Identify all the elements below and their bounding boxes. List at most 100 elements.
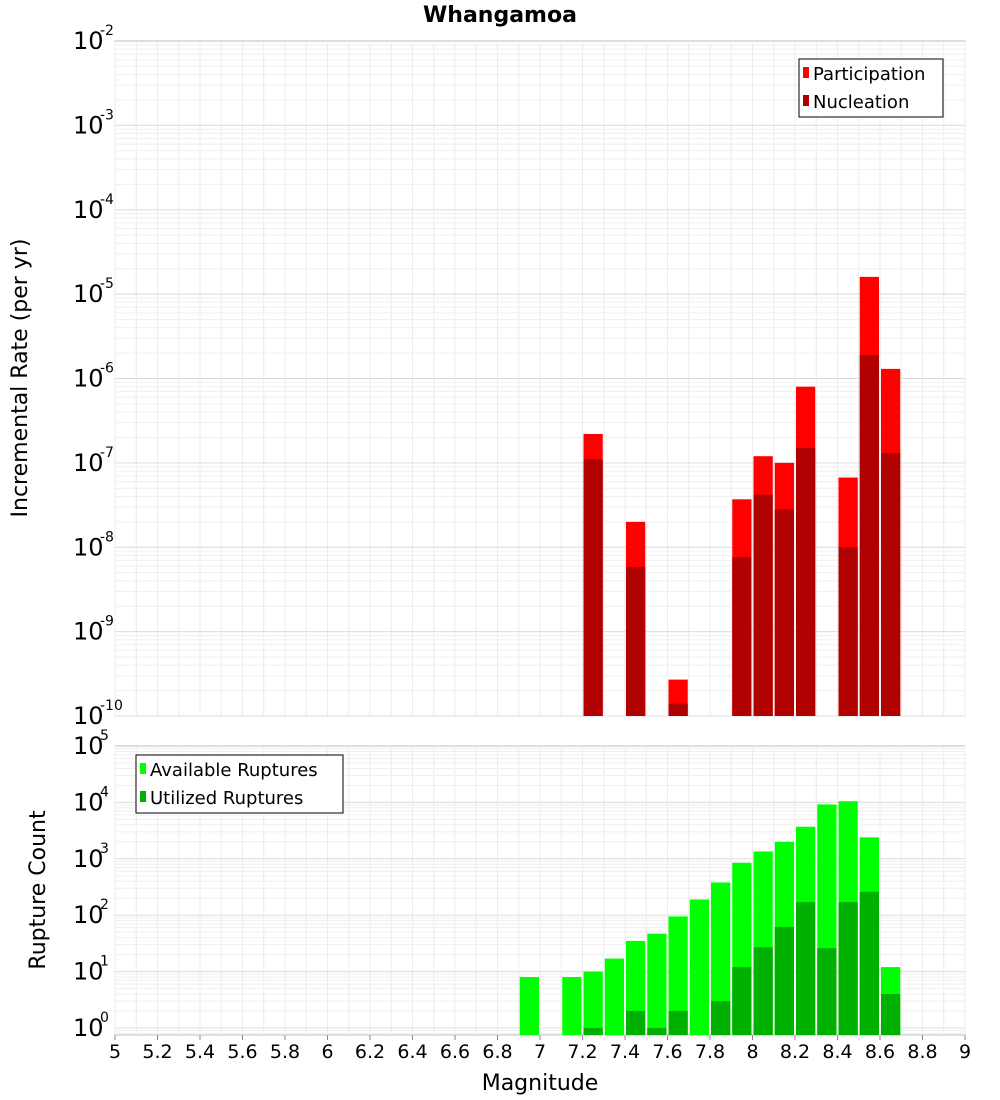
top-y-tick-label: 10	[73, 533, 104, 561]
bottom-bar-utilized-ruptures	[626, 1010, 646, 1035]
bottom-bar-available-ruptures	[711, 882, 731, 1035]
x-tick-label: 8.2	[780, 1041, 810, 1063]
nucleation-legend-swatch	[803, 95, 809, 106]
top-bars	[583, 276, 901, 716]
bottom-bar-utilized-ruptures	[753, 947, 773, 1035]
bottom-legend-box	[135, 754, 344, 814]
bottom-y-tick-exponent: 0	[100, 1010, 109, 1026]
bottom-bar-utilized-ruptures	[817, 948, 837, 1035]
top-bar-nucleation	[774, 509, 794, 716]
top-bar-nucleation	[626, 567, 646, 716]
bottom-bar-utilized-ruptures	[838, 902, 858, 1035]
top-y-tick-exponent: -2	[100, 23, 114, 39]
top-y-tick-exponent: -8	[100, 529, 114, 545]
x-tick-label: 6.6	[440, 1041, 470, 1063]
x-tick-label: 5	[109, 1041, 121, 1063]
top-legend-box	[798, 58, 944, 118]
bottom-bar-available-ruptures	[647, 933, 667, 1035]
bottom-y-tick-exponent: 4	[100, 784, 109, 800]
x-tick-label: 7	[534, 1041, 546, 1063]
x-tick-label: 6	[321, 1041, 333, 1063]
bottom-y-tick-exponent: 2	[100, 897, 109, 913]
bottom-bar-utilized-ruptures	[668, 1010, 688, 1035]
top-y-tick-exponent: -6	[100, 361, 114, 377]
top-y-axis-title: Incremental Rate (per yr)	[8, 239, 33, 518]
top-grid	[114, 41, 966, 717]
top-bar-nucleation	[881, 453, 901, 716]
top-bar-nucleation	[859, 354, 879, 716]
top-y-tick-label: 10	[73, 196, 104, 224]
bottom-bar-utilized-ruptures	[583, 1027, 603, 1035]
bottom-y-tick-label: 10	[73, 901, 104, 929]
bottom-legend: Available Ruptures Utilized Ruptures	[135, 754, 344, 814]
top-y-tick-label: 10	[73, 449, 104, 477]
x-tick-label: 6.2	[355, 1041, 385, 1063]
x-tick-label: 9	[959, 1041, 971, 1063]
x-tick-label: 5.8	[270, 1041, 300, 1063]
bottom-y-tick-label: 10	[73, 788, 104, 816]
top-y-tick-label: 10	[73, 27, 104, 55]
bottom-bars	[519, 801, 901, 1035]
bottom-bar-utilized-ruptures	[859, 891, 879, 1035]
x-tick-label: 5.6	[227, 1041, 257, 1063]
x-tick-label: 7.8	[695, 1041, 725, 1063]
bottom-y-tick-label: 10	[73, 1014, 104, 1042]
x-tick-label: 7.6	[652, 1041, 682, 1063]
bottom-bar-available-ruptures	[668, 916, 688, 1035]
top-y-tick-label: 10	[73, 280, 104, 308]
x-ticks: 5 5.2 5.4 5.6 5.8 6 6.2 6.4 6.6 6.8 7 7.2 7.4 7.6 7.8 8…	[109, 1035, 971, 1063]
bottom-bar-utilized-ruptures	[711, 1001, 731, 1035]
x-tick-label: 8.6	[865, 1041, 895, 1063]
available-ruptures-legend-label: Available Ruptures	[150, 760, 318, 781]
bottom-y-tick-exponent: 5	[100, 728, 109, 744]
bottom-y-tick-exponent: 1	[100, 954, 109, 970]
top-y-tick-exponent: -7	[100, 445, 114, 461]
bottom-y-tick-label: 10	[73, 845, 104, 873]
x-tick-label: 6.8	[482, 1041, 512, 1063]
bottom-bar-available-ruptures	[689, 899, 709, 1035]
top-y-tick-exponent: -10	[100, 698, 123, 714]
top-bar-nucleation	[796, 448, 816, 716]
nucleation-legend-label: Nucleation	[813, 92, 909, 113]
bottom-bar-available-ruptures	[604, 958, 624, 1035]
bottom-bar-utilized-ruptures	[881, 994, 901, 1035]
bottom-bar-available-ruptures	[583, 971, 603, 1035]
top-bar-nucleation	[838, 547, 858, 716]
chart-title: Whangamoa	[423, 3, 577, 28]
x-tick-label: 6.4	[397, 1041, 427, 1063]
x-tick-label: 7.2	[567, 1041, 597, 1063]
top-y-tick-exponent: -3	[100, 107, 114, 123]
top-y-tick-exponent: -9	[100, 614, 114, 630]
top-y-tick-label: 10	[73, 111, 104, 139]
bottom-bar-utilized-ruptures	[732, 967, 752, 1035]
bottom-bar-available-ruptures	[562, 977, 582, 1035]
participation-legend-swatch	[803, 67, 809, 78]
bottom-y-tick-label: 10	[73, 958, 104, 986]
top-y-tick-label: 10	[73, 365, 104, 393]
bottom-y-tick-exponent: 3	[100, 841, 109, 857]
utilized-ruptures-legend-label: Utilized Ruptures	[150, 788, 303, 809]
top-bar-nucleation	[583, 459, 603, 716]
x-tick-label: 8.4	[822, 1041, 852, 1063]
x-tick-label: 8	[746, 1041, 758, 1063]
available-ruptures-legend-swatch	[140, 763, 146, 774]
bottom-bar-utilized-ruptures	[796, 902, 816, 1035]
x-tick-label: 5.4	[185, 1041, 215, 1063]
top-y-tick-exponent: -4	[100, 192, 114, 208]
top-legend: Participation Nucleation	[798, 58, 944, 118]
bottom-bar-utilized-ruptures	[774, 926, 794, 1035]
x-tick-label: 5.2	[142, 1041, 172, 1063]
top-bar-nucleation	[753, 494, 773, 716]
bottom-y-axis-title: Rupture Count	[26, 810, 51, 970]
participation-legend-label: Participation	[813, 64, 925, 85]
bottom-y-tick-label: 10	[73, 732, 104, 760]
bottom-bar-available-ruptures	[519, 977, 539, 1035]
x-tick-label: 7.4	[610, 1041, 640, 1063]
x-tick-label: 8.8	[907, 1041, 937, 1063]
top-y-tick-label: 10	[73, 618, 104, 646]
